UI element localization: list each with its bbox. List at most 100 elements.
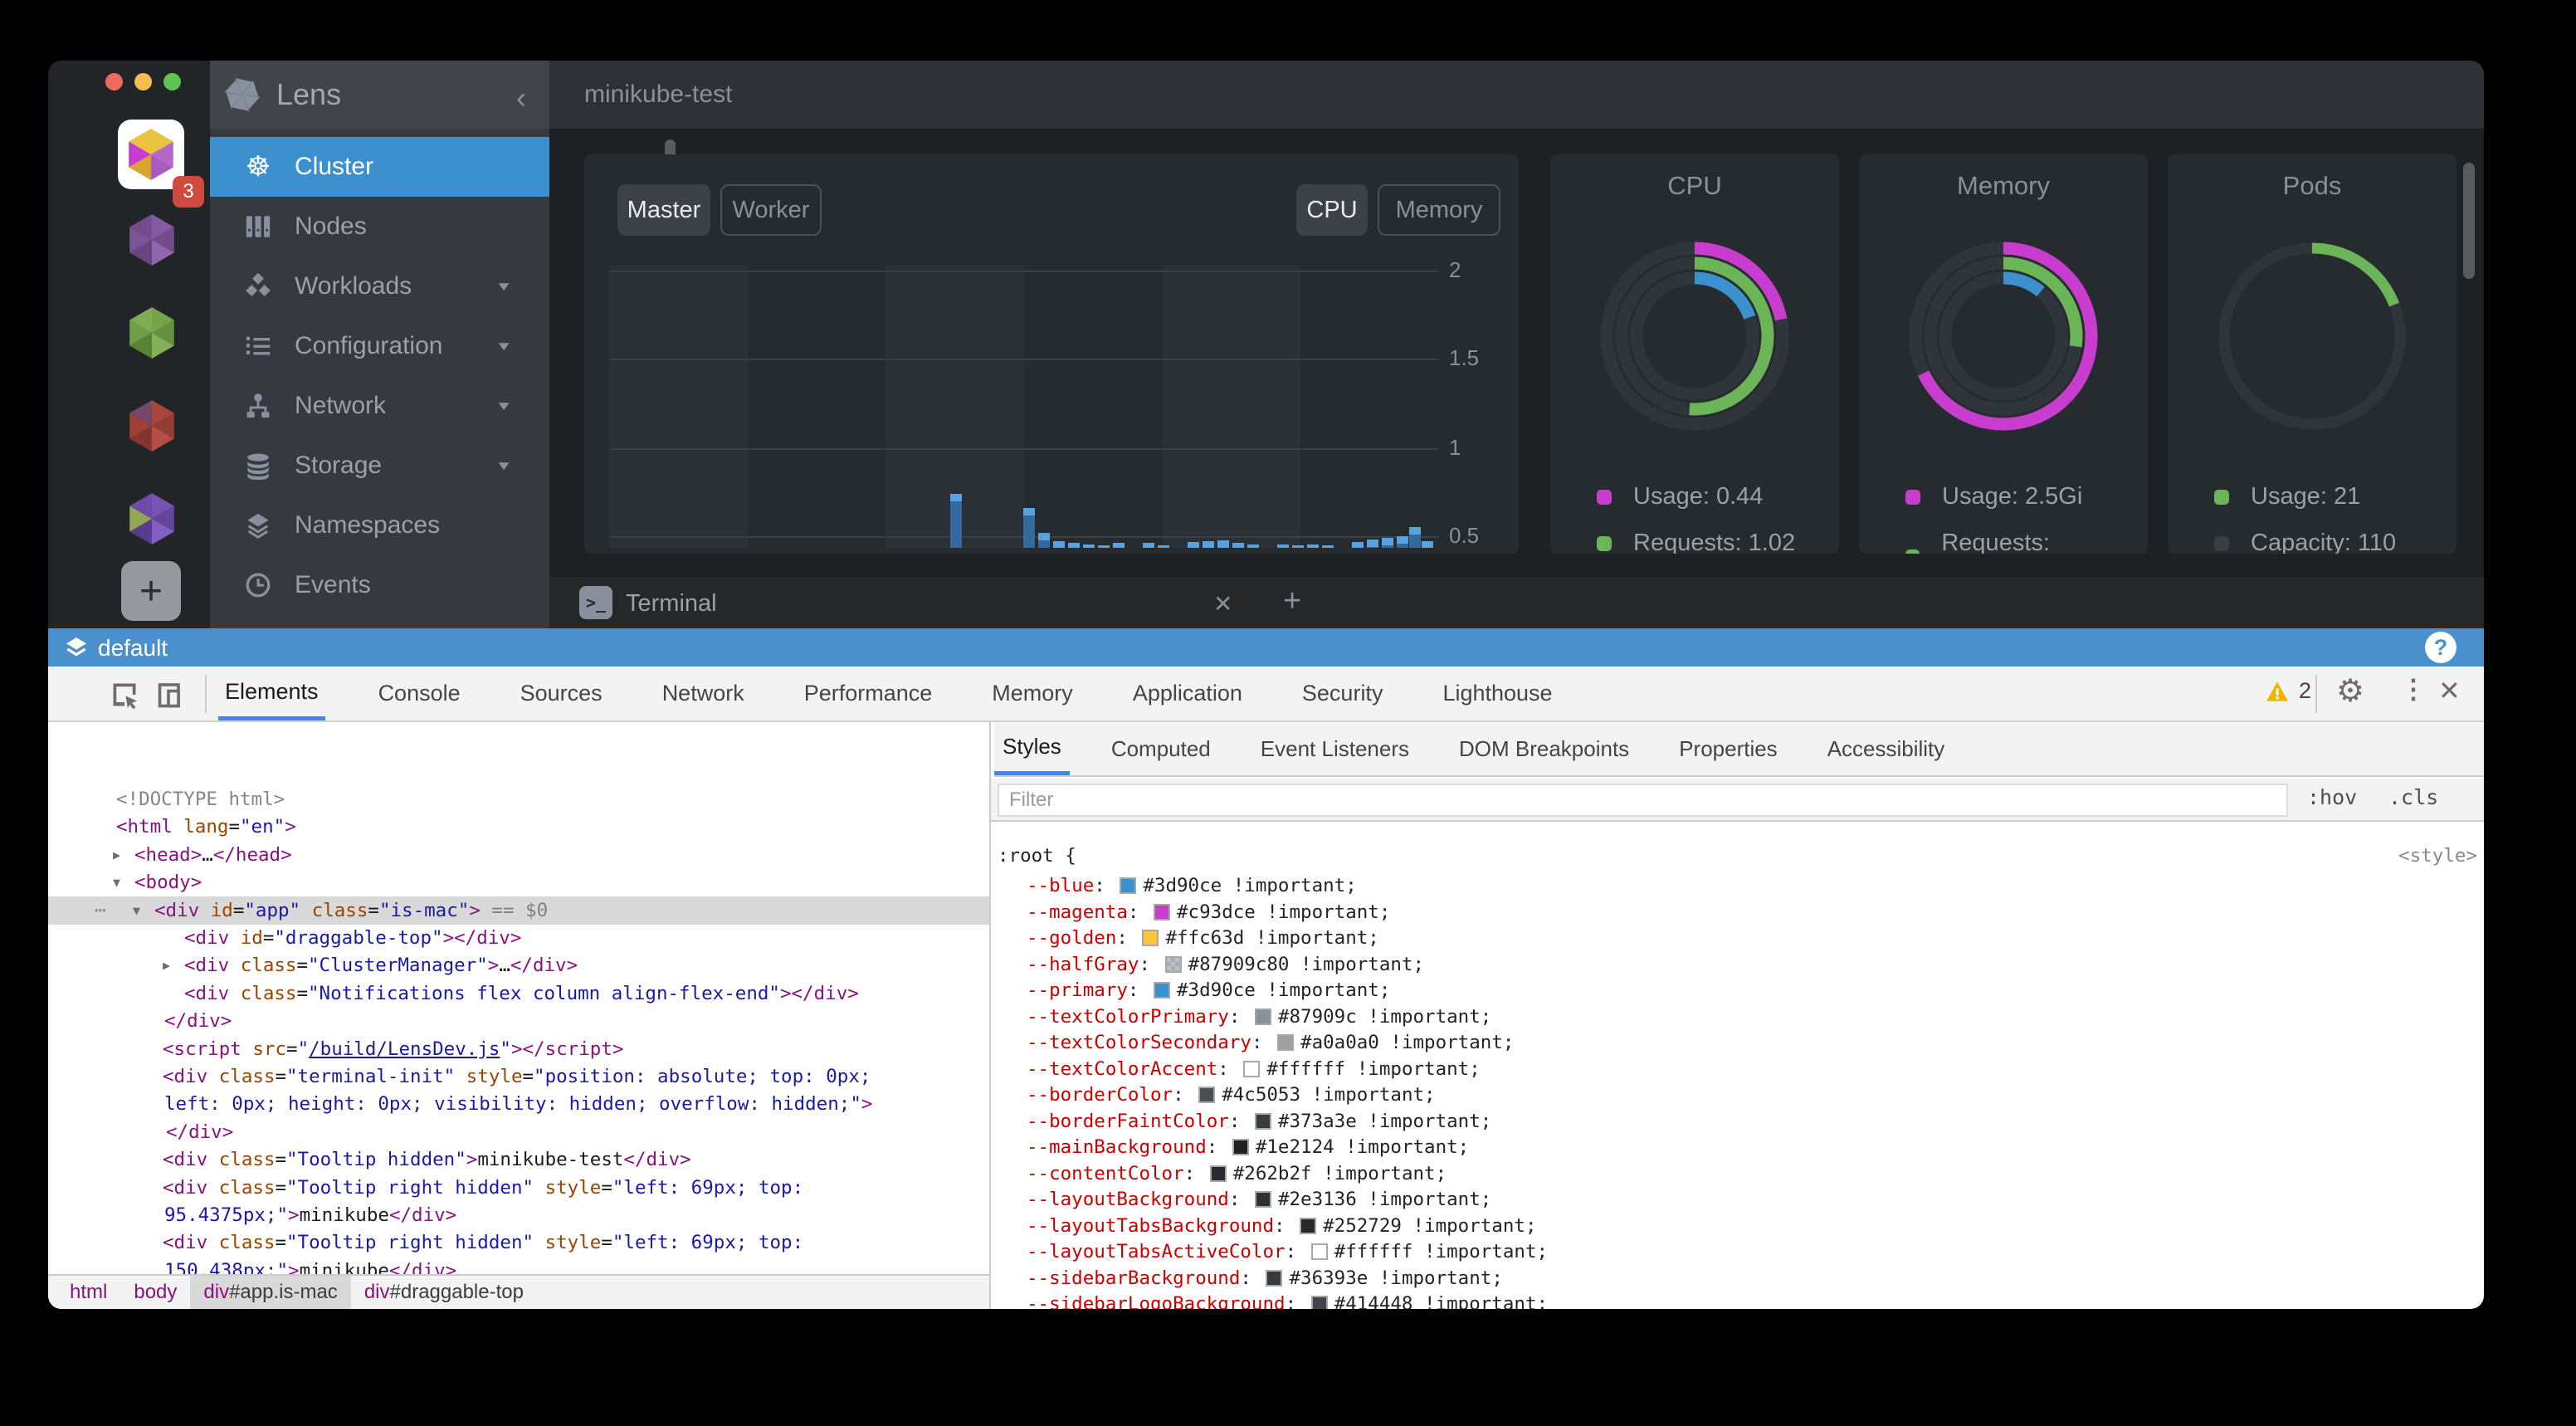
dom-node[interactable]: ▶ <head>…</head> xyxy=(48,841,989,869)
styles-tab-styles[interactable]: Styles xyxy=(994,722,1070,775)
dom-node[interactable]: ▶ <div class="ClusterManager">…</div> xyxy=(48,951,989,979)
styles-tab-accessibility[interactable]: Accessibility xyxy=(1827,735,1945,761)
disclosure-arrow-icon[interactable]: ▶ xyxy=(113,847,121,862)
color-swatch[interactable] xyxy=(1209,1165,1227,1182)
toggle-pseudo-state-button[interactable]: :hov xyxy=(2307,785,2358,809)
css-variable-row[interactable]: --textColorAccent: #ffffff !important; xyxy=(1027,1056,1481,1082)
devtools-settings-gear-icon[interactable]: ⚙ xyxy=(2336,674,2365,709)
minimize-window-button[interactable] xyxy=(134,73,152,90)
sidebar-item-workloads[interactable]: Workloads ▼ xyxy=(210,256,549,316)
color-swatch[interactable] xyxy=(1164,955,1182,973)
devtools-tab-console[interactable]: Console xyxy=(378,681,461,706)
devtools-warnings[interactable]: 2 xyxy=(2266,678,2311,704)
css-variable-row[interactable]: --textColorPrimary: #87909c !important; xyxy=(1027,1004,1491,1030)
dom-node[interactable]: 95.4375px;">minikube</div> xyxy=(48,1201,989,1229)
color-swatch[interactable] xyxy=(1310,1296,1328,1309)
disclosure-arrow-icon[interactable]: ▶ xyxy=(163,958,171,974)
dom-node-selected[interactable]: ⋯ ▼ <div id="app" class="is-mac"> == $0 xyxy=(48,896,989,925)
breadcrumb-item[interactable]: html xyxy=(56,1276,120,1309)
sidebar-item-namespaces[interactable]: Namespaces xyxy=(210,496,549,555)
css-variable-row[interactable]: --sidebarLogoBackground: #414448 !import… xyxy=(1027,1291,1548,1309)
add-cluster-button[interactable]: + xyxy=(121,561,181,621)
css-variable-row[interactable]: --borderFaintColor: #373a3e !important; xyxy=(1027,1108,1491,1135)
css-variable-row[interactable]: --layoutBackground: #2e3136 !important; xyxy=(1027,1186,1491,1213)
devtools-tab-elements[interactable]: Elements xyxy=(218,667,325,720)
color-swatch[interactable] xyxy=(1254,1008,1271,1025)
chevron-down-icon[interactable]: ▼ xyxy=(495,398,513,413)
color-swatch[interactable] xyxy=(1154,903,1171,921)
node-tab-worker[interactable]: Worker xyxy=(720,184,822,236)
help-button[interactable]: ? xyxy=(2425,632,2456,663)
color-swatch[interactable] xyxy=(1277,1034,1295,1051)
dom-node[interactable]: <html lang="en"> xyxy=(48,813,989,841)
sidebar-item-cluster[interactable]: ☸ Cluster xyxy=(210,137,549,197)
css-variable-row[interactable]: --magenta: #c93dce !important; xyxy=(1027,899,1390,925)
breadcrumb-item[interactable]: body xyxy=(120,1276,190,1309)
dom-node[interactable]: <div id="draggable-top"></div> xyxy=(48,924,989,952)
dom-node[interactable]: ▼ <body> xyxy=(48,868,989,896)
chevron-down-icon[interactable]: ▼ xyxy=(495,457,513,473)
cluster-tile[interactable] xyxy=(124,304,179,362)
devtools-menu-kebab-icon[interactable]: ⋮ xyxy=(2400,674,2427,704)
disclosure-arrow-icon[interactable]: ▼ xyxy=(113,875,121,891)
metric-tab-cpu[interactable]: CPU xyxy=(1296,184,1368,236)
color-swatch[interactable] xyxy=(1310,1243,1328,1260)
color-swatch[interactable] xyxy=(1154,982,1171,999)
css-variable-row[interactable]: --mainBackground: #1e2124 !important; xyxy=(1027,1134,1469,1160)
dom-node[interactable]: <script src="/build/LensDev.js"></script… xyxy=(48,1035,989,1063)
close-window-button[interactable] xyxy=(105,73,123,90)
css-variable-row[interactable]: --golden: #ffc63d !important; xyxy=(1027,925,1379,951)
devtools-tab-performance[interactable]: Performance xyxy=(803,681,933,706)
styles-tab-dom-breakpoints[interactable]: DOM Breakpoints xyxy=(1459,735,1630,761)
devtools-tab-memory[interactable]: Memory xyxy=(992,681,1073,706)
dom-node[interactable]: 150.438px;">minikube</div> xyxy=(48,1257,989,1274)
dom-node[interactable]: <div class="terminal-init" style="positi… xyxy=(48,1062,989,1091)
devtools-tab-application[interactable]: Application xyxy=(1132,681,1242,706)
color-swatch[interactable] xyxy=(1300,1217,1317,1234)
breadcrumb-item[interactable]: div #app.is-mac xyxy=(190,1276,351,1309)
dom-node[interactable]: </div> xyxy=(48,1118,989,1146)
devtools-tab-sources[interactable]: Sources xyxy=(520,681,603,706)
color-swatch[interactable] xyxy=(1243,1060,1261,1077)
color-swatch[interactable] xyxy=(1142,930,1159,946)
cluster-tile[interactable] xyxy=(124,490,179,548)
css-variable-row[interactable]: --blue: #3d90ce !important; xyxy=(1027,872,1357,899)
sidebar-item-network[interactable]: Network ▼ xyxy=(210,376,549,436)
color-swatch[interactable] xyxy=(1120,877,1137,894)
devtools-tab-security[interactable]: Security xyxy=(1301,681,1383,706)
styles-tab-event-listeners[interactable]: Event Listeners xyxy=(1260,735,1409,761)
css-rule-selector[interactable]: :root { xyxy=(998,845,1076,867)
dom-node[interactable]: <div class="Tooltip hidden">minikube-tes… xyxy=(48,1145,989,1174)
sidebar-item-storage[interactable]: Storage ▼ xyxy=(210,436,549,496)
styles-tab-properties[interactable]: Properties xyxy=(1679,735,1778,761)
color-swatch[interactable] xyxy=(1232,1139,1249,1155)
dom-node[interactable]: <!DOCTYPE html> xyxy=(48,785,989,813)
sidebar-collapse-button[interactable]: ‹ xyxy=(516,81,526,115)
css-rule-origin[interactable]: <style> xyxy=(2398,845,2477,867)
node-tab-master[interactable]: Master xyxy=(617,184,710,236)
color-swatch[interactable] xyxy=(1266,1269,1283,1287)
color-swatch[interactable] xyxy=(1198,1087,1216,1103)
inspect-element-icon[interactable] xyxy=(110,680,139,710)
dom-node[interactable]: <div class="Notifications flex column al… xyxy=(48,979,989,1008)
main-scrollbar[interactable] xyxy=(2463,163,2475,279)
css-variable-row[interactable]: --contentColor: #262b2f !important; xyxy=(1027,1160,1447,1187)
terminal-close-icon[interactable]: ✕ xyxy=(1213,591,1233,617)
disclosure-arrow-icon[interactable]: ▼ xyxy=(133,902,141,918)
chevron-down-icon[interactable]: ▼ xyxy=(495,338,513,354)
css-variable-row[interactable]: --layoutTabsBackground: #252729 !importa… xyxy=(1027,1213,1537,1239)
css-variable-row[interactable]: --primary: #3d90ce !important; xyxy=(1027,977,1390,1004)
color-swatch[interactable] xyxy=(1254,1191,1271,1208)
devtools-tab-network[interactable]: Network xyxy=(661,681,744,706)
terminal-tab-label[interactable]: Terminal xyxy=(626,590,717,617)
namespace-context-label[interactable]: default xyxy=(98,635,168,661)
terminal-new-tab-icon[interactable]: + xyxy=(1283,584,1302,618)
dom-node[interactable]: <div class="Tooltip right hidden" style=… xyxy=(48,1228,989,1257)
devtools-close-icon[interactable]: ✕ xyxy=(2438,676,2461,706)
sidebar-item-nodes[interactable]: Nodes xyxy=(210,197,549,256)
css-variable-row[interactable]: --textColorSecondary: #a0a0a0 !important… xyxy=(1027,1029,1514,1056)
styles-tab-computed[interactable]: Computed xyxy=(1110,735,1211,761)
devtools-tab-lighthouse[interactable]: Lighthouse xyxy=(1442,681,1553,706)
chevron-down-icon[interactable]: ▼ xyxy=(495,278,513,294)
metric-tab-memory[interactable]: Memory xyxy=(1378,184,1500,236)
